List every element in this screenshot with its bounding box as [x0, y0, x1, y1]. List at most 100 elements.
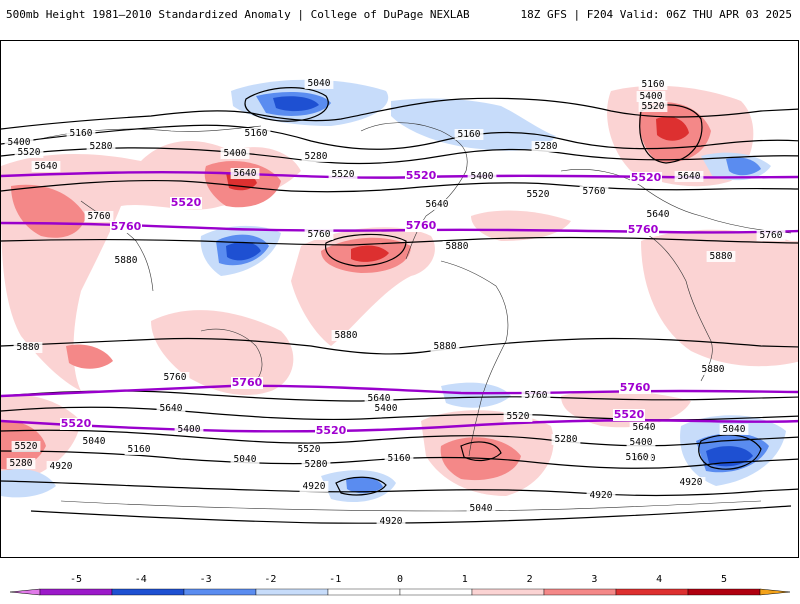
- contour-line: [335, 476, 387, 496]
- contour-label-bg: [241, 128, 271, 139]
- reference-label-bg: [619, 382, 651, 394]
- contour-label: 5400: [375, 403, 398, 414]
- contour-label: 5520: [527, 189, 550, 200]
- colorbar-segment: [471, 588, 545, 596]
- contour-label: 5640: [368, 393, 391, 404]
- coastline: [60, 500, 762, 512]
- contour-label-bg: [220, 148, 250, 159]
- contour-line: [1, 97, 798, 130]
- colorbar-tick-label: -2: [264, 574, 276, 585]
- contour-label: 5880: [702, 364, 725, 375]
- contour-label-bg: [676, 477, 706, 488]
- colorbar-segment: [255, 588, 329, 596]
- contour-label-bg: [551, 434, 581, 445]
- contour-label: 5760: [525, 390, 548, 401]
- contour-label: 5520: [18, 147, 41, 158]
- contour-line: [1, 480, 798, 497]
- contour-label: 5760: [164, 372, 187, 383]
- contour-label-bg: [304, 229, 334, 240]
- reference-contour-label: 5760: [620, 381, 651, 394]
- reference-contour-label: 5760: [232, 376, 263, 389]
- contour-label-bg: [299, 481, 329, 492]
- contour-label-bg: [384, 453, 414, 464]
- contour-label: 5760: [308, 229, 331, 240]
- contour-label: 4920: [303, 481, 326, 492]
- anomaly-region: [441, 382, 511, 408]
- contour-label-bg: [503, 411, 533, 422]
- contour-label: 5640: [633, 422, 656, 433]
- contour-line: [325, 233, 407, 267]
- contour-label-bg: [521, 390, 551, 401]
- reference-contour-label: 5520: [171, 196, 202, 209]
- colorbar-tick-label: -3: [200, 574, 212, 585]
- contour-line: [1, 236, 798, 246]
- colorbar-segment: [327, 588, 401, 596]
- reference-contour-5520-south: [1, 419, 798, 433]
- contour-label-bg: [79, 436, 109, 447]
- contour-label: 5040: [83, 436, 106, 447]
- contour-label-bg: [230, 168, 260, 179]
- contour-label-bg: [466, 503, 496, 514]
- contour-label-bg: [31, 161, 61, 172]
- contour-label: 5400: [8, 137, 31, 148]
- contour-label-bg: [331, 330, 361, 341]
- reference-contour-label: 5520: [631, 171, 662, 184]
- coastline: [30, 125, 262, 142]
- contour-label: 5520: [642, 101, 665, 112]
- reference-label-bg: [613, 409, 645, 421]
- contour-label: 5280: [90, 141, 113, 152]
- contour-label-bg: [706, 251, 736, 262]
- anomaly-region: [346, 477, 383, 494]
- reference-contour-label: 5520: [316, 424, 347, 437]
- contour-label-bg: [636, 91, 666, 102]
- map-title: 500mb Height 1981–2010 Standardized Anom…: [6, 8, 470, 21]
- contour-label-bg: [523, 189, 553, 200]
- contour-label-bg: [294, 444, 324, 455]
- contour-label: 5040: [470, 503, 493, 514]
- contour-label: 5160: [128, 444, 151, 455]
- contour-label: 5280: [305, 459, 328, 470]
- contour-label: 5280: [535, 141, 558, 152]
- anomaly-region: [471, 210, 571, 241]
- contour-label: 5400: [471, 171, 494, 182]
- reference-contour-label: 5520: [406, 169, 437, 182]
- contour-label-bg: [4, 137, 34, 148]
- contour-label-bg: [111, 255, 141, 266]
- contour-label: 5760: [88, 211, 111, 222]
- contour-label: 4920: [380, 516, 403, 527]
- contour-label-bg: [467, 171, 497, 182]
- contour-label-bg: [66, 128, 96, 139]
- colorbar-extend-high: [759, 588, 791, 596]
- contour-label-bg: [442, 241, 472, 252]
- contour-label-bg: [86, 141, 116, 152]
- contour-label-bg: [643, 209, 673, 220]
- contour-label-bg: [160, 372, 190, 383]
- colorbar-tick-label: -1: [329, 574, 341, 585]
- contour-line: [1, 179, 798, 193]
- colorbar-tick-label: 4: [656, 574, 662, 585]
- colorbar-segment: [615, 588, 689, 596]
- reference-label-bg: [110, 221, 142, 233]
- contour-label-bg: [756, 230, 786, 241]
- contour-line: [460, 441, 502, 462]
- contour-line: [30, 505, 792, 524]
- contour-label-bg: [638, 79, 668, 90]
- colorbar-segment: [399, 588, 473, 596]
- anomaly-region: [641, 229, 798, 367]
- contour-line: [1, 390, 798, 402]
- reference-label-bg: [315, 425, 347, 437]
- contour-label: 5280: [305, 151, 328, 162]
- colorbar-segment: [687, 588, 761, 596]
- coastline: [440, 260, 509, 457]
- contour-label: 5640: [426, 199, 449, 210]
- contour-label-bg: [304, 78, 334, 89]
- colorbar-tick-label: -5: [70, 574, 82, 585]
- contour-label-bg: [301, 151, 331, 162]
- contour-label: 5040: [308, 78, 331, 89]
- contour-label: 5520: [332, 169, 355, 180]
- contour-label: 5160: [458, 129, 481, 140]
- contour-label-bg: [430, 341, 460, 352]
- coastline: [640, 230, 713, 382]
- colorbar-segments: [9, 588, 791, 596]
- contour-label: 5280: [10, 458, 33, 469]
